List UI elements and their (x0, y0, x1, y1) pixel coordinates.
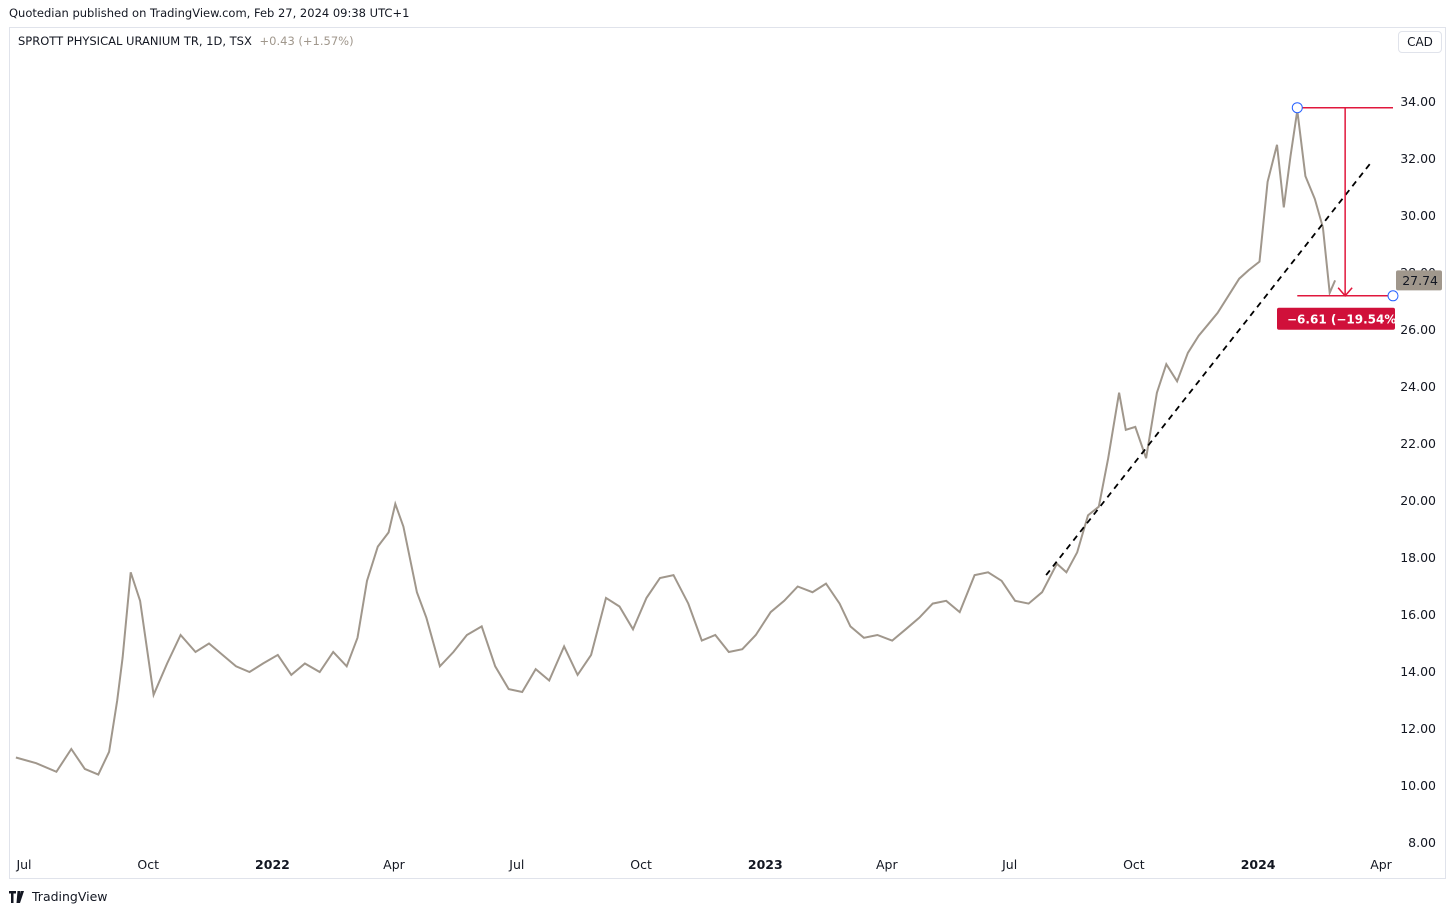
y-tick-label: 24.00 (1400, 379, 1436, 394)
publisher-credit: Quotedian published on TradingView.com, … (9, 6, 410, 20)
x-tick-label: Jul (508, 857, 524, 872)
y-tick-label: 22.00 (1400, 436, 1436, 451)
axis-mask (1395, 307, 1399, 330)
symbol-title: SPROTT PHYSICAL URANIUM TR, 1D, TSX (18, 34, 252, 48)
price-line (15, 110, 1337, 776)
measure-label: −6.61 (−19.54%) − (1287, 312, 1416, 326)
y-tick-label: 18.00 (1400, 550, 1436, 565)
measure-label-bg (1277, 307, 1395, 330)
footer: TradingView (9, 889, 108, 904)
last-price-badge: 27.74 (1396, 270, 1442, 291)
y-tick-label: 26.00 (1400, 322, 1436, 337)
y-axis: 8.00 10.00 12.00 14.00 16.00 18.00 20.00 22.00 2… (1400, 94, 1436, 850)
last-price-value: 27.74 (1402, 273, 1438, 288)
x-tick-label: Apr (876, 857, 898, 872)
measure-end-handle[interactable] (1387, 290, 1399, 302)
x-axis: Jul Oct 2022 Apr Jul Oct 2023 Apr Jul Oct 2024 Apr (15, 857, 1392, 872)
last-price-bg (1396, 270, 1442, 291)
y-tick-label: 32.00 (1400, 151, 1436, 166)
x-tick-label: Jul (1001, 857, 1017, 872)
price-range-measure[interactable]: −6.61 (−19.54%) − (1277, 102, 1416, 330)
y-tick-label: 20.00 (1400, 493, 1436, 508)
x-tick-label: Oct (137, 857, 159, 872)
y-tick-label: 34.00 (1400, 94, 1436, 109)
y-tick-label: 8.00 (1408, 835, 1436, 850)
x-tick-label: Apr (1370, 857, 1392, 872)
y-tick-label: 30.00 (1400, 208, 1436, 223)
y-tick-label: 16.00 (1400, 607, 1436, 622)
y-tick-label: 12.00 (1400, 721, 1436, 736)
y-tick-label: 14.00 (1400, 664, 1436, 679)
x-tick-label: 2023 (748, 857, 783, 872)
x-tick-label: 2022 (255, 857, 290, 872)
x-tick-label: Oct (1123, 857, 1145, 872)
currency-button[interactable]: CAD (1398, 31, 1442, 53)
symbol-legend: SPROTT PHYSICAL URANIUM TR, 1D, TSX +0.4… (18, 34, 354, 48)
price-change: +0.43 (+1.57%) (259, 34, 354, 48)
measure-arrow-icon (1337, 287, 1353, 297)
x-tick-label: Oct (630, 857, 652, 872)
x-tick-label: 2024 (1241, 857, 1276, 872)
y-tick-label: 10.00 (1400, 778, 1436, 793)
tradingview-logo-icon (9, 890, 24, 903)
measure-start-handle[interactable] (1291, 102, 1303, 114)
x-tick-label: Jul (15, 857, 31, 872)
chart-frame (9, 27, 1446, 879)
x-tick-label: Apr (383, 857, 405, 872)
footer-brand: TradingView (32, 889, 108, 904)
